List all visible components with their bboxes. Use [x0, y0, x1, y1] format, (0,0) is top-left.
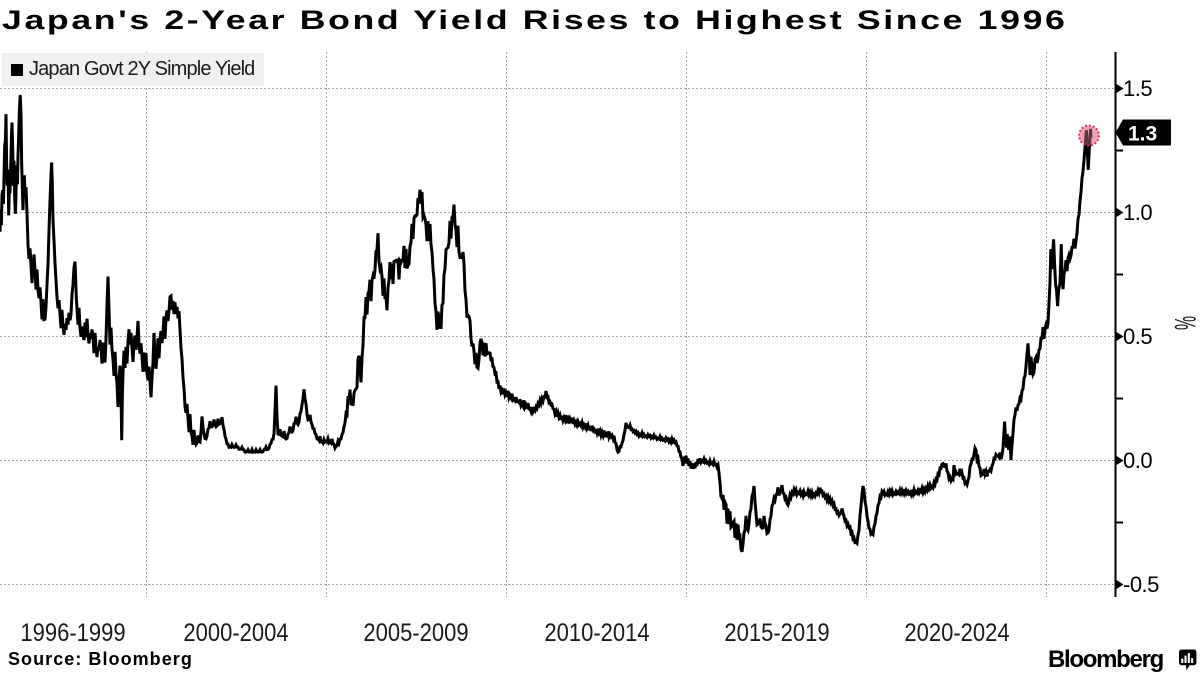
svg-text:1.3: 1.3: [1128, 123, 1157, 146]
